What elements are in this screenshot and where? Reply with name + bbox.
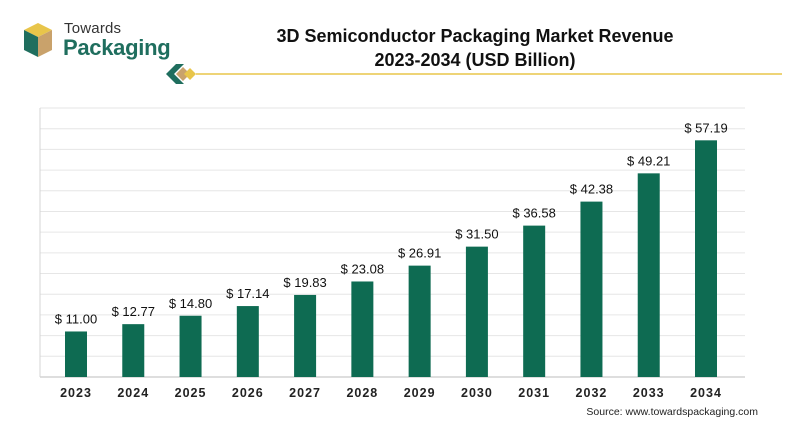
x-tick-2031: 2031 (518, 386, 550, 400)
x-tick-2034: 2034 (690, 386, 722, 400)
value-label-2025: $ 14.80 (169, 296, 212, 311)
x-tick-2033: 2033 (633, 386, 665, 400)
x-tick-labels: 2023 2024 2025 2026 2027 2028 2029 2030 2031 2032… (60, 386, 722, 400)
bars (65, 140, 717, 377)
value-label-2024: $ 12.77 (112, 304, 155, 319)
value-label-2027: $ 19.83 (283, 275, 326, 290)
title-divider (166, 64, 782, 84)
chart-title-line1: 3D Semiconductor Packaging Market Revenu… (276, 26, 674, 46)
box-logo-icon (24, 23, 52, 57)
x-tick-2032: 2032 (576, 386, 608, 400)
value-label-2028: $ 23.08 (341, 261, 384, 276)
bar-2031 (523, 225, 546, 377)
x-tick-2023: 2023 (60, 386, 92, 400)
bar-2023 (65, 331, 87, 377)
value-label-2033: $ 49.21 (627, 153, 670, 168)
chart-title-line2: 2023-2034 (USD Billion) (374, 50, 576, 70)
source-note: Source: www.towardspackaging.com (586, 406, 758, 418)
brand-name-line2: Packaging (63, 35, 171, 60)
value-labels: $ 11.00 $ 12.77 $ 14.80 $ 17.14 $ 19.83 $ 23.… (55, 120, 728, 326)
bar-2034 (695, 140, 717, 377)
brand-logo: Towards Packaging (18, 18, 178, 64)
value-label-2032: $ 42.38 (570, 182, 613, 197)
x-tick-2024: 2024 (117, 386, 149, 400)
bar-2032 (580, 201, 603, 377)
value-label-2029: $ 26.91 (398, 246, 441, 261)
bar-2033 (637, 173, 660, 377)
x-tick-2027: 2027 (289, 386, 321, 400)
x-tick-2028: 2028 (346, 386, 378, 400)
bar-2028 (351, 281, 374, 377)
x-tick-2026: 2026 (232, 386, 264, 400)
bar-2027 (294, 294, 317, 377)
value-label-2023: $ 11.00 (55, 311, 97, 326)
bar-2024 (122, 324, 145, 377)
value-label-2031: $ 36.58 (512, 206, 555, 221)
bar-2030 (465, 246, 488, 377)
value-label-2030: $ 31.50 (455, 227, 498, 242)
chart-title: 3D Semiconductor Packaging Market Revenu… (215, 24, 735, 72)
x-tick-2025: 2025 (175, 386, 207, 400)
bar-2025 (179, 315, 202, 377)
bar-2029 (408, 265, 431, 377)
value-label-2026: $ 17.14 (226, 286, 269, 301)
bar-2026 (236, 306, 259, 377)
x-tick-2030: 2030 (461, 386, 493, 400)
grid-lines (39, 107, 745, 378)
x-tick-2029: 2029 (404, 386, 436, 400)
brand-name-line1: Towards (64, 20, 122, 37)
value-label-2034: $ 57.19 (684, 120, 727, 135)
